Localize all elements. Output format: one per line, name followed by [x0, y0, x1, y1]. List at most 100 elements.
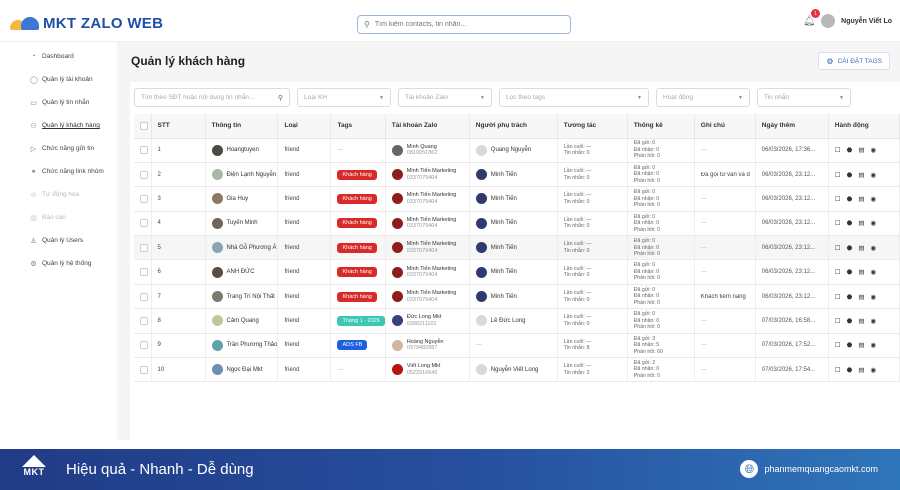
global-search-input[interactable]	[374, 21, 555, 28]
note-icon[interactable]: ▤	[858, 147, 865, 155]
table-row[interactable]: 7 Trang Trí Nội Thất friend Khách hàng M…	[134, 284, 900, 310]
row-checkbox[interactable]	[140, 365, 148, 374]
tag-badge[interactable]: Khách hàng	[337, 193, 377, 204]
table-row[interactable]: 4 Tuyến Minh friend Khách hàng Minh Tiến…	[134, 211, 900, 237]
tag-badge[interactable]: Khách hàng	[337, 267, 377, 278]
sidebar-item-system[interactable]: ⚙ Quản lý hệ thống	[30, 260, 92, 268]
tag-badge[interactable]: Khách hàng	[337, 242, 377, 253]
customer-name[interactable]: Gia Huy	[226, 195, 249, 202]
col-actions[interactable]: Hành động	[828, 114, 900, 139]
view-icon[interactable]: ◉	[870, 293, 877, 301]
col-note[interactable]: Ghi chú	[694, 114, 756, 139]
chat-icon[interactable]: ☐	[834, 269, 841, 277]
view-icon[interactable]: ◉	[870, 195, 877, 203]
website-link[interactable]: 🌐︎ phanmemquangcaomkt.com	[740, 460, 878, 478]
tag-badge[interactable]: Tháng 1 - 2026	[337, 315, 385, 326]
sidebar-item-dashboard[interactable]: ◔ Dashboard	[31, 53, 74, 60]
note-icon[interactable]: ▤	[858, 293, 865, 301]
chat-icon[interactable]: ☐	[834, 244, 841, 252]
tag-icon[interactable]: ⬣	[846, 366, 853, 374]
sidebar-item-accounts[interactable]: ◯ Quản lý tài khoản	[30, 76, 93, 84]
sidebar-item-automation[interactable]: ⊚ Tự động hóa	[30, 191, 80, 199]
row-checkbox[interactable]	[140, 194, 148, 203]
activity-filter-select[interactable]: Hoạt động ▼	[656, 88, 750, 107]
sidebar-item-group-link[interactable]: ⚭ Chức năng link nhóm	[30, 168, 104, 176]
customer-name[interactable]: Trần Phương Thảo	[226, 342, 278, 349]
sidebar-item-messages[interactable]: ▭ Quản lý tin nhắn	[30, 99, 90, 107]
chat-icon[interactable]: ☐	[834, 147, 841, 155]
row-checkbox[interactable]	[140, 219, 148, 228]
chat-icon[interactable]: ☐	[834, 293, 841, 301]
col-tags[interactable]: Tags	[330, 114, 386, 139]
user-avatar[interactable]	[821, 14, 836, 28]
table-row[interactable]: 9 Trần Phương Thảo friend ADS FB Hoàng N…	[134, 333, 900, 359]
tags-filter-select[interactable]: Lọc theo tags ▼	[499, 88, 649, 107]
col-zalo-account[interactable]: Tài khoản Zalo	[385, 114, 470, 139]
tag-badge[interactable]: Khách hàng	[337, 218, 377, 229]
customer-name[interactable]: Hoangtuyen	[226, 147, 259, 154]
row-checkbox[interactable]	[140, 268, 148, 277]
col-stt[interactable]: STT	[151, 114, 206, 139]
table-row[interactable]: 8 Cảm Quang friend Tháng 1 - 2026 Đức Lo…	[134, 308, 900, 334]
row-checkbox[interactable]	[140, 341, 148, 350]
row-checkbox[interactable]	[140, 243, 148, 252]
chat-icon[interactable]: ☐	[834, 366, 841, 374]
tag-settings-button[interactable]: ⚙ CÀI ĐẶT TAGS	[818, 52, 890, 70]
view-icon[interactable]: ◉	[870, 269, 877, 277]
row-checkbox[interactable]	[140, 316, 148, 325]
table-row[interactable]: 2 Điện Lạnh Nguyễn friend Khách hàng Min…	[134, 162, 900, 188]
tag-icon[interactable]: ⬣	[846, 244, 853, 252]
select-all-checkbox[interactable]	[140, 121, 148, 130]
col-type[interactable]: Loại	[277, 114, 332, 139]
tag-icon[interactable]: ⬣	[846, 171, 853, 179]
sidebar-item-reports[interactable]: ▥ Báo cáo	[30, 214, 66, 222]
tag-badge[interactable]: Khách hàng	[337, 169, 377, 180]
note-icon[interactable]: ▤	[858, 366, 865, 374]
view-icon[interactable]: ◉	[870, 342, 877, 350]
type-filter-select[interactable]: Loại KH ▼	[297, 88, 391, 107]
user-name[interactable]: Nguyễn Viết Lo	[841, 17, 892, 25]
note-icon[interactable]: ▤	[858, 317, 865, 325]
table-row[interactable]: 3 Gia Huy friend Khách hàng Minh Tiến Ma…	[134, 186, 900, 212]
view-icon[interactable]: ◉	[870, 220, 877, 228]
col-info[interactable]: Thông tin	[205, 114, 279, 139]
customer-name[interactable]: Cảm Quang	[226, 317, 259, 324]
view-icon[interactable]: ◉	[870, 244, 877, 252]
view-icon[interactable]: ◉	[870, 171, 877, 179]
table-row[interactable]: 10 Ngọc Đại Mkt friend — Viết Long Mkt 05…	[134, 357, 900, 383]
sidebar-item-customers[interactable]: ⚇ Quản lý khách hàng	[30, 122, 100, 130]
messages-filter-select[interactable]: Tin nhắn ▼	[757, 88, 851, 107]
row-checkbox[interactable]	[140, 292, 148, 301]
note-icon[interactable]: ▤	[858, 342, 865, 350]
chat-icon[interactable]: ☐	[834, 342, 841, 350]
tag-icon[interactable]: ⬣	[846, 293, 853, 301]
tag-badge[interactable]: ADS FB	[337, 340, 368, 351]
note-icon[interactable]: ▤	[858, 171, 865, 179]
table-row[interactable]: 6 ANH ĐỨC friend Khách hàng Minh Tiến Ma…	[134, 259, 900, 285]
tag-icon[interactable]: ⬣	[846, 220, 853, 228]
row-checkbox[interactable]	[140, 146, 148, 155]
customer-name[interactable]: Nhà Gỗ Phương Á	[226, 244, 277, 251]
note-icon[interactable]: ▤	[858, 220, 865, 228]
chat-icon[interactable]: ☐	[834, 317, 841, 325]
col-owner[interactable]: Người phụ trách	[469, 114, 558, 139]
sidebar-item-users[interactable]: ♙ Quản lý Users	[30, 237, 84, 245]
tag-icon[interactable]: ⬣	[846, 317, 853, 325]
customer-search-input[interactable]: Tìm theo SĐT hoặc nội dung tin nhắn... ⚲	[134, 88, 290, 107]
notification-bell-icon[interactable]: 🔔︎ 1	[803, 9, 821, 28]
note-icon[interactable]: ▤	[858, 269, 865, 277]
chat-icon[interactable]: ☐	[834, 220, 841, 228]
col-stats[interactable]: Thống kê	[627, 114, 695, 139]
sidebar-item-send[interactable]: ▷ Chức năng gửi tin	[30, 145, 95, 153]
view-icon[interactable]: ◉	[870, 317, 877, 325]
tag-icon[interactable]: ⬣	[846, 147, 853, 155]
view-icon[interactable]: ◉	[870, 147, 877, 155]
note-icon[interactable]: ▤	[858, 244, 865, 252]
customer-name[interactable]: Điện Lạnh Nguyễn	[226, 171, 277, 178]
global-search[interactable]: ⚲	[357, 15, 571, 34]
zalo-account-filter-select[interactable]: Tài khoản Zalo ▼	[398, 88, 492, 107]
table-row[interactable]: 1 Hoangtuyen friend — Minh Quang 08100518…	[134, 138, 900, 163]
col-interaction[interactable]: Tương tác	[557, 114, 628, 139]
note-icon[interactable]: ▤	[858, 195, 865, 203]
chat-icon[interactable]: ☐	[834, 171, 841, 179]
